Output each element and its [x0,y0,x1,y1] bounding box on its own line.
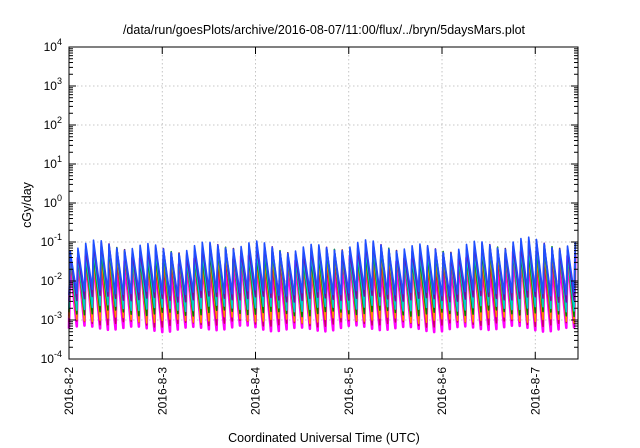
x-axis-title: Coordinated Universal Time (UTC) [228,431,420,445]
x-tick-label: 2016-8-7 [528,367,542,415]
x-tick-labels: 2016-8-2 2016-8-3 2016-8-4 2016-8-5 2016-8-6… [62,367,542,415]
y-axis-title: cGy/day [20,181,34,228]
x-tick-label: 2016-8-4 [249,367,263,415]
x-tick-label: 2016-8-3 [155,367,169,415]
x-tick-label: 2016-8-5 [342,367,356,415]
axis-ticks [68,46,578,360]
y-tick-label: 10-2 [41,271,62,288]
y-tick-label: 101 [44,154,62,171]
y-tick-label: 10-4 [41,349,62,366]
y-tick-label: 10-1 [41,232,62,249]
chart-title: /data/run/goesPlots/archive/2016-08-07/1… [123,23,526,37]
y-tick-label: 102 [44,115,62,132]
y-tick-label: 100 [44,193,62,210]
y-tick-label: 104 [44,37,62,54]
y-tick-label: 10-3 [41,310,62,327]
x-tick-label: 2016-8-6 [435,367,449,415]
y-tick-label: 103 [44,76,62,93]
x-tick-label: 2016-8-2 [62,367,76,415]
series-line [68,236,577,297]
y-tick-labels: 10-4 10-3 10-2 10-1 100 101 102 103 104 [41,37,62,366]
series-lines [67,236,577,334]
